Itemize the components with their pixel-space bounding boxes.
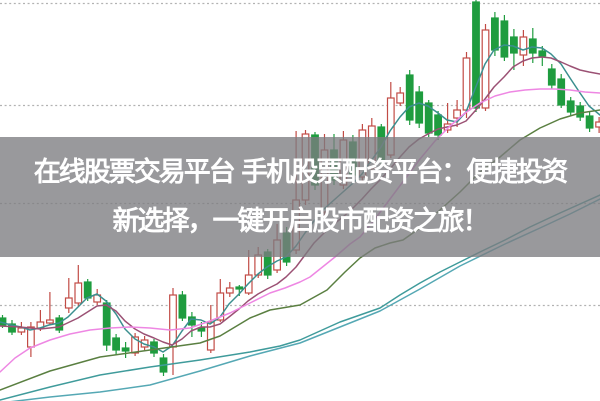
headline-line-1: 在线股票交易平台 手机股票配资平台：便捷投资 [33,157,568,188]
headline-line-2: 新选择，一键开启股市配资之旅！ [112,206,490,237]
headline-band: 在线股票交易平台 手机股票配资平台：便捷投资 新选择，一键开启股市配资之旅！ [0,137,600,257]
